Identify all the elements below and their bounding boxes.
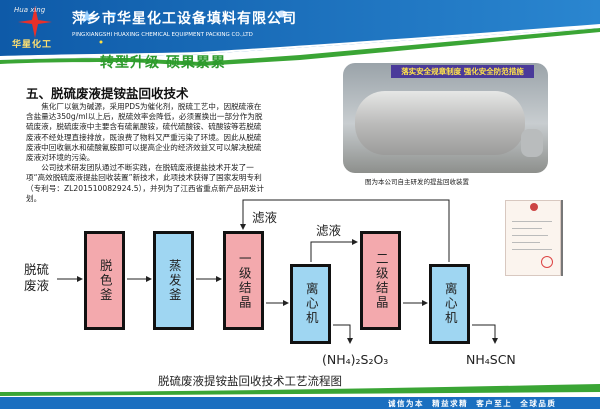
tank-end — [521, 129, 543, 157]
step-first-crystallization: 一级结晶 — [223, 231, 264, 330]
logo-text: 华星化工 — [12, 40, 53, 50]
equipment-photo: 落实安全规章制度 强化安全防范措施 — [343, 63, 548, 173]
paragraph: 公司技术研发团队通过不断实践，在脱硫废液提盐技术开发了一项“高效脱硫废液提盐回收… — [26, 163, 264, 203]
company-name-en: PINGXIANGSHI HUAXING CHEMICAL EQUIPMENT … — [72, 32, 253, 38]
seal-icon — [541, 256, 553, 268]
arrow — [240, 199, 450, 262]
flow-caption: 脱硫废液提铵盐回收技术工艺流程图 — [158, 374, 342, 388]
input-label: 脱硫废液 — [24, 262, 50, 293]
paragraph: 焦化厂以氨为碱源，采用PDS为催化剂，脱硫工艺中，因脱硫液在含盐量达350g/m… — [26, 102, 263, 163]
output-thiocyanate: NH₄SCN — [466, 352, 516, 367]
filtrate-label: 滤液 — [316, 223, 342, 238]
emblem-icon — [530, 203, 538, 211]
footer-banner — [0, 384, 600, 409]
slogan: 转型升级 硕果累累 — [100, 55, 226, 71]
tank-image — [355, 91, 525, 155]
step-centrifuge-2: 离心机 — [429, 264, 470, 344]
cert-line — [512, 249, 552, 250]
cert-line — [512, 228, 542, 229]
step-decolor-kettle: 脱色釜 — [84, 231, 125, 330]
arrow — [472, 324, 498, 344]
logo-star-icon — [18, 6, 52, 38]
company-name: 萍乡市华星化工设备填料有限公司 — [72, 11, 297, 27]
arrow — [333, 324, 353, 344]
photo-caption: 图为本公司自主研发的提盐回收装置 — [365, 178, 469, 186]
cert-line — [512, 221, 552, 222]
photo-banner: 落实安全规章制度 强化安全防范措施 — [391, 65, 534, 78]
filtrate-label: 滤液 — [252, 210, 278, 225]
header-banner — [0, 0, 600, 66]
cert-line — [512, 235, 548, 236]
article-body: 焦化厂以氨为碱源，采用PDS为催化剂，脱硫工艺中，因脱硫液在含盐量达350g/m… — [26, 102, 266, 204]
arrow — [310, 239, 358, 262]
cert-line — [512, 242, 540, 243]
section-title: 五、脱硫废液提铵盐回收技术 — [26, 86, 189, 101]
step-centrifuge-1: 离心机 — [290, 264, 331, 344]
footer-motto: 诚信为本 精益求精 客户至上 全球品质 — [388, 399, 557, 408]
output-thiosulfate: (NH₄)₂S₂O₃ — [322, 352, 389, 367]
logo-script: Hua xing — [14, 6, 46, 14]
patent-certificate-image — [505, 200, 561, 276]
step-second-crystallization: 二级结晶 — [360, 231, 401, 330]
step-evaporator: 蒸发釜 — [153, 231, 194, 330]
